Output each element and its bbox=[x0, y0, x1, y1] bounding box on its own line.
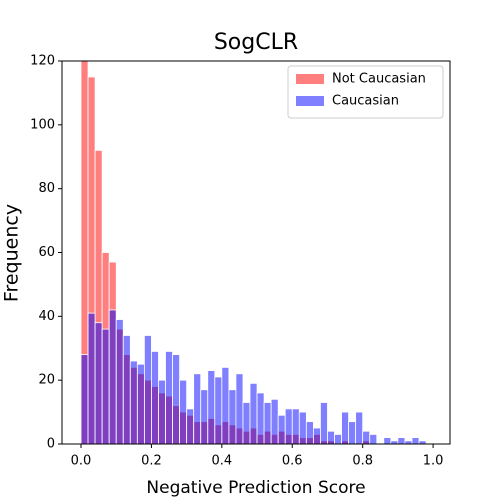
histogram-bar bbox=[242, 402, 251, 444]
x-tick-label: 0.4 bbox=[212, 454, 233, 469]
x-axis-label: Negative Prediction Score bbox=[146, 478, 365, 498]
x-tick-label: 0.8 bbox=[352, 454, 373, 469]
histogram-bar bbox=[312, 427, 321, 444]
histogram-bar bbox=[200, 389, 209, 444]
histogram-bar bbox=[122, 335, 131, 444]
legend-swatch bbox=[296, 96, 324, 106]
histogram-bar bbox=[143, 335, 152, 444]
histogram-bar bbox=[158, 379, 166, 444]
histogram-bar bbox=[87, 312, 96, 444]
histogram-bar bbox=[397, 437, 406, 444]
histogram-bar bbox=[256, 392, 265, 444]
histogram-bar bbox=[235, 373, 244, 444]
legend-label: Caucasian bbox=[332, 94, 399, 109]
histogram-bar bbox=[101, 328, 110, 444]
y-tick-label: 20 bbox=[38, 373, 55, 388]
x-tick-label: 0.0 bbox=[71, 454, 92, 469]
y-tick-label: 120 bbox=[30, 54, 55, 69]
histogram-bar bbox=[228, 389, 237, 444]
y-tick-label: 60 bbox=[38, 245, 55, 260]
histogram-bar bbox=[298, 411, 307, 444]
y-tick-label: 100 bbox=[30, 117, 55, 132]
x-tick-label: 0.2 bbox=[141, 454, 162, 469]
histogram-bar bbox=[179, 379, 188, 444]
histogram-bar bbox=[277, 414, 286, 444]
histogram-bar bbox=[411, 437, 420, 444]
y-tick-label: 0 bbox=[47, 437, 55, 452]
histogram-bar bbox=[270, 398, 279, 444]
histogram-bar bbox=[172, 354, 180, 444]
y-tick-label: 80 bbox=[38, 181, 55, 196]
histogram-bar bbox=[108, 309, 117, 444]
histogram-bar bbox=[320, 402, 328, 444]
histogram-bar bbox=[207, 370, 216, 444]
histogram-bar bbox=[214, 376, 223, 444]
histogram-bar bbox=[263, 402, 272, 444]
histogram-bar bbox=[284, 408, 293, 444]
histogram-bar bbox=[193, 373, 202, 444]
histogram-bar bbox=[165, 351, 173, 444]
histogram-bar bbox=[151, 351, 159, 444]
x-tick-label: 0.6 bbox=[282, 454, 303, 469]
histogram-bar bbox=[221, 366, 230, 444]
histogram-bar bbox=[186, 408, 195, 444]
histogram-bar bbox=[249, 382, 258, 444]
histogram-bar bbox=[348, 421, 357, 444]
histogram-bar bbox=[291, 408, 300, 444]
histogram-bar bbox=[362, 430, 371, 444]
histogram-bar bbox=[369, 434, 378, 444]
legend-box bbox=[287, 65, 444, 119]
histogram-bar bbox=[334, 434, 342, 444]
y-axis-label: Frequency bbox=[1, 204, 23, 302]
histogram-bar bbox=[327, 430, 335, 444]
y-tick-label: 40 bbox=[38, 309, 55, 324]
histogram-bar bbox=[94, 322, 103, 444]
legend-swatch bbox=[296, 74, 324, 84]
histogram-bar bbox=[80, 354, 89, 444]
histogram-bar bbox=[383, 437, 392, 444]
plot-area bbox=[80, 61, 427, 444]
histogram-bar bbox=[341, 411, 349, 444]
chart-title: SogCLR bbox=[214, 30, 298, 55]
histogram-bar bbox=[115, 319, 124, 444]
legend-label: Not Caucasian bbox=[332, 72, 426, 87]
histogram-bar bbox=[129, 360, 138, 444]
histogram-bar bbox=[136, 363, 145, 444]
x-tick-label: 1.0 bbox=[423, 454, 444, 469]
histogram-bar bbox=[305, 421, 314, 444]
histogram-bar bbox=[355, 411, 364, 444]
